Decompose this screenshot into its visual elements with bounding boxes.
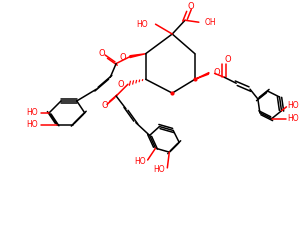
Polygon shape xyxy=(130,54,146,58)
Text: OH: OH xyxy=(205,18,216,27)
Text: HO: HO xyxy=(154,165,165,174)
Text: O: O xyxy=(224,55,231,64)
Text: O: O xyxy=(98,49,105,58)
Polygon shape xyxy=(195,73,209,79)
Text: HO: HO xyxy=(287,101,299,110)
Text: O: O xyxy=(214,68,220,77)
Text: HO: HO xyxy=(26,120,38,129)
Text: O: O xyxy=(101,101,108,110)
Text: HO: HO xyxy=(287,114,299,123)
Text: HO: HO xyxy=(134,158,146,167)
Text: O: O xyxy=(188,2,194,11)
Text: O: O xyxy=(117,80,124,89)
Text: HO: HO xyxy=(136,20,148,29)
Text: HO: HO xyxy=(26,108,38,117)
Text: O: O xyxy=(119,53,126,62)
